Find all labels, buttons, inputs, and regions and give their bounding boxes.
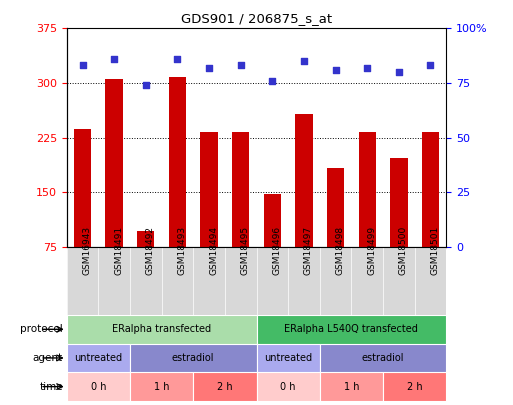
- Text: GSM18500: GSM18500: [399, 226, 408, 275]
- Bar: [422, 132, 439, 247]
- Point: [331, 66, 340, 73]
- Bar: [320, 372, 383, 401]
- Bar: [359, 132, 376, 247]
- Text: estradiol: estradiol: [362, 353, 404, 363]
- Text: ERalpha transfected: ERalpha transfected: [112, 324, 211, 334]
- Bar: [169, 77, 186, 247]
- Point: [78, 62, 87, 69]
- Bar: [137, 231, 154, 247]
- Text: 1 h: 1 h: [344, 382, 359, 392]
- Bar: [74, 129, 91, 247]
- Text: untreated: untreated: [264, 353, 312, 363]
- Point: [426, 62, 435, 69]
- Text: GSM18497: GSM18497: [304, 226, 313, 275]
- Text: GSM18498: GSM18498: [336, 226, 345, 275]
- Text: estradiol: estradiol: [172, 353, 214, 363]
- Text: agent: agent: [33, 353, 63, 363]
- Bar: [256, 343, 320, 372]
- Text: time: time: [40, 382, 63, 392]
- Point: [205, 64, 213, 71]
- Point: [173, 55, 182, 62]
- Point: [236, 62, 245, 69]
- Bar: [193, 372, 256, 401]
- Bar: [256, 315, 446, 343]
- Bar: [201, 132, 218, 247]
- Bar: [390, 158, 407, 247]
- Point: [110, 55, 118, 62]
- Text: GSM18495: GSM18495: [241, 226, 250, 275]
- Text: protocol: protocol: [20, 324, 63, 334]
- Point: [268, 77, 277, 84]
- Bar: [67, 372, 130, 401]
- Bar: [232, 132, 249, 247]
- Bar: [383, 372, 446, 401]
- Point: [394, 69, 403, 75]
- Bar: [130, 343, 256, 372]
- Text: GSM18501: GSM18501: [430, 226, 440, 275]
- Text: 2 h: 2 h: [407, 382, 423, 392]
- Point: [363, 64, 371, 71]
- Bar: [327, 168, 344, 247]
- Bar: [264, 194, 281, 247]
- Bar: [256, 372, 320, 401]
- Bar: [130, 372, 193, 401]
- Bar: [106, 79, 123, 247]
- Bar: [67, 315, 256, 343]
- Point: [142, 82, 150, 88]
- Bar: [295, 114, 312, 247]
- Text: untreated: untreated: [74, 353, 123, 363]
- Text: GSM18496: GSM18496: [272, 226, 281, 275]
- Bar: [67, 343, 130, 372]
- Point: [300, 58, 308, 64]
- Text: GDS901 / 206875_s_at: GDS901 / 206875_s_at: [181, 12, 332, 25]
- Text: 0 h: 0 h: [281, 382, 296, 392]
- Text: GSM18499: GSM18499: [367, 226, 376, 275]
- Text: GSM16943: GSM16943: [83, 226, 91, 275]
- Text: 2 h: 2 h: [217, 382, 233, 392]
- Text: GSM18491: GSM18491: [114, 226, 123, 275]
- Text: 0 h: 0 h: [91, 382, 106, 392]
- Text: ERalpha L540Q transfected: ERalpha L540Q transfected: [285, 324, 418, 334]
- Text: GSM18494: GSM18494: [209, 226, 218, 275]
- Text: 1 h: 1 h: [154, 382, 169, 392]
- Text: GSM18493: GSM18493: [177, 226, 186, 275]
- Text: GSM18492: GSM18492: [146, 226, 155, 275]
- Bar: [320, 343, 446, 372]
